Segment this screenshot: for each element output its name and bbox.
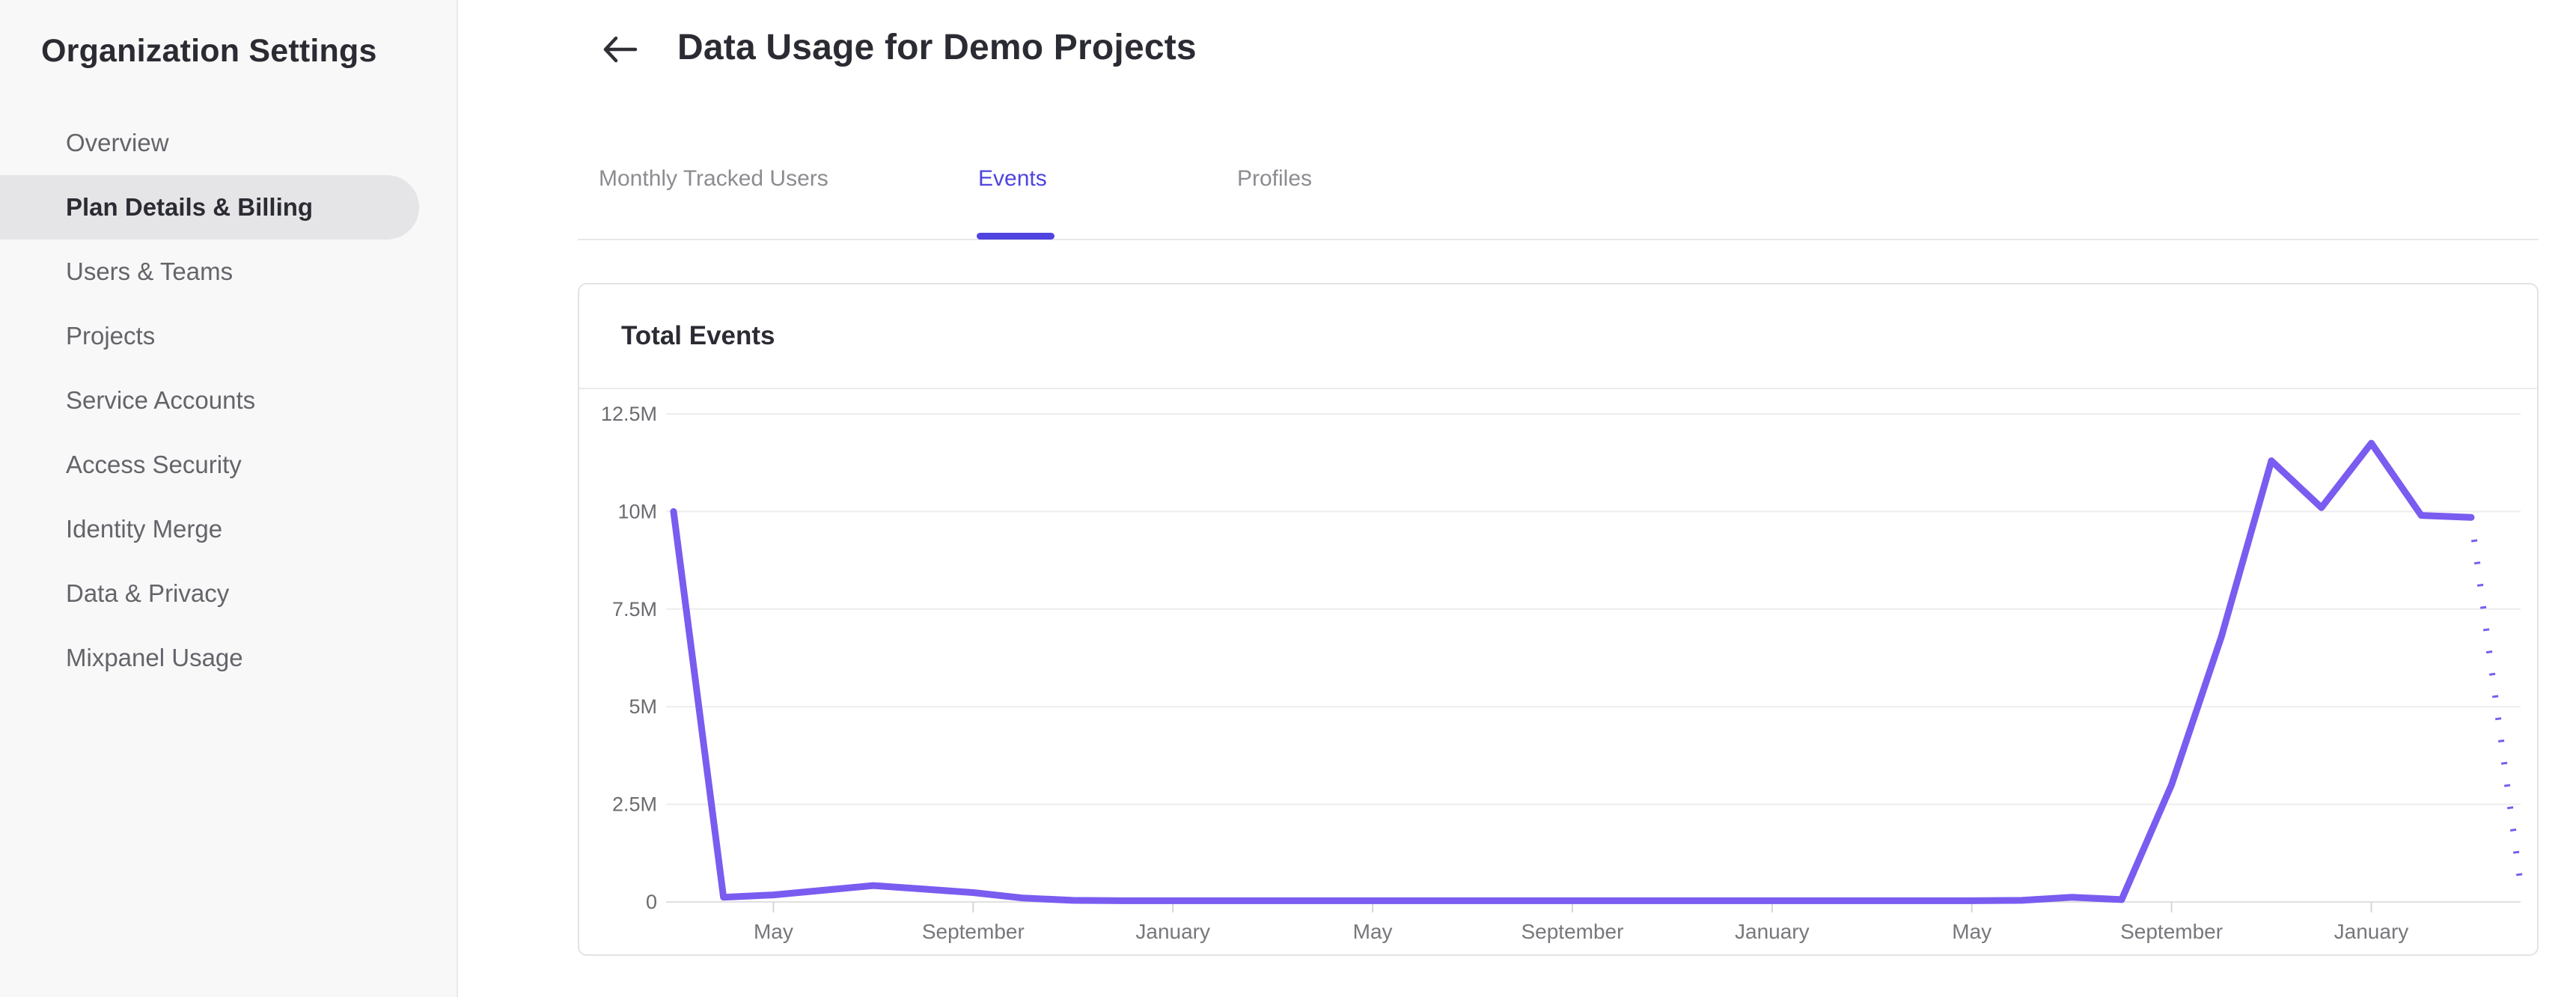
x-axis-label: May xyxy=(1353,920,1393,943)
sidebar-item-identity-merge[interactable]: Identity Merge xyxy=(66,515,223,543)
y-axis-label: 0 xyxy=(646,891,657,913)
total-events-card: Total Events 12.5M 10M 7.5M 5M 2.5M 0 May Septe… xyxy=(578,283,2539,956)
x-axis-label: September xyxy=(922,920,1025,943)
card-title: Total Events xyxy=(621,321,775,350)
sidebar-item-service-accounts[interactable]: Service Accounts xyxy=(66,386,256,414)
sidebar-item-projects[interactable]: Projects xyxy=(66,322,156,350)
sidebar-item-access-security[interactable]: Access Security xyxy=(66,451,242,478)
tab-events[interactable]: Events xyxy=(978,166,1047,191)
x-axis-label: May xyxy=(754,920,793,943)
tab-monthly-tracked-users[interactable]: Monthly Tracked Users xyxy=(599,166,828,191)
x-axis-label: September xyxy=(1521,920,1623,943)
tabs-divider xyxy=(578,239,2539,240)
x-axis-label: January xyxy=(1135,920,1210,943)
y-axis-label: 7.5M xyxy=(612,598,657,621)
x-axis-label: January xyxy=(1735,920,1810,943)
sidebar-item-plan-details-billing[interactable]: Plan Details & Billing xyxy=(0,175,419,240)
back-button[interactable] xyxy=(599,33,641,69)
x-axis-label: January xyxy=(2334,920,2409,943)
sidebar-item-overview[interactable]: Overview xyxy=(66,129,169,156)
tab-profiles[interactable]: Profiles xyxy=(1237,166,1313,191)
sidebar: Organization Settings Overview Plan Deta… xyxy=(0,0,458,997)
x-axis-label: September xyxy=(2120,920,2223,943)
card-header: Total Events xyxy=(579,284,2537,389)
total-events-line xyxy=(670,439,2475,904)
sidebar-title: Organization Settings xyxy=(41,33,377,69)
left-arrow-icon xyxy=(602,35,638,67)
active-tab-underline xyxy=(977,233,1054,240)
page-title: Data Usage for Demo Projects xyxy=(677,28,1197,67)
sidebar-nav: Overview Plan Details & Billing Users & … xyxy=(0,111,458,690)
y-axis-label: 10M xyxy=(617,500,657,522)
sidebar-item-users-teams[interactable]: Users & Teams xyxy=(66,257,234,285)
line-chart-svg: 12.5M 10M 7.5M 5M 2.5M 0 May September January Ma… xyxy=(601,403,2524,943)
y-axis-label: 5M xyxy=(629,695,657,718)
x-axis-label: May xyxy=(1952,920,1991,943)
y-axis-label: 12.5M xyxy=(601,403,657,425)
y-axis-label: 2.5M xyxy=(612,793,657,816)
total-events-projected-line xyxy=(2467,516,2524,889)
sidebar-item-mixpanel-usage[interactable]: Mixpanel Usage xyxy=(66,644,243,671)
total-events-chart: 12.5M 10M 7.5M 5M 2.5M 0 May September January Ma… xyxy=(579,391,2537,954)
sidebar-item-data-privacy[interactable]: Data & Privacy xyxy=(66,579,230,607)
